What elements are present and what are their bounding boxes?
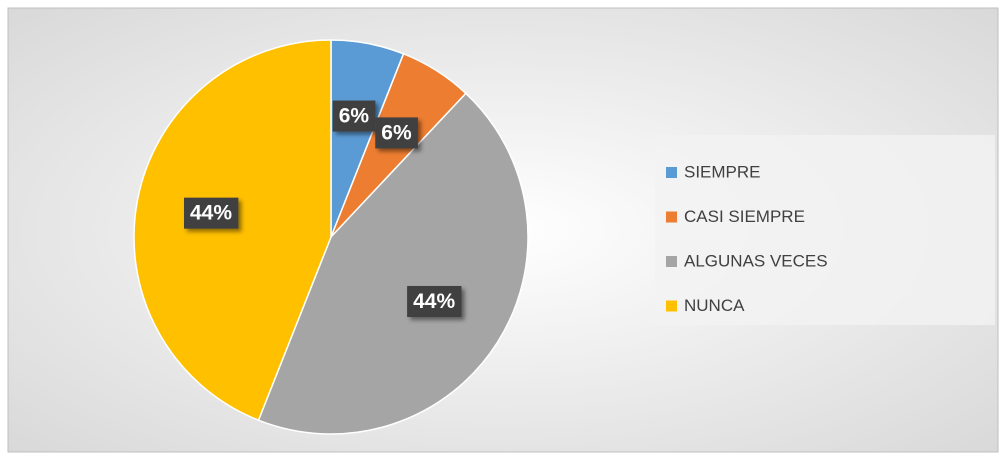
data-label-box xyxy=(407,285,462,317)
pie-slice xyxy=(133,39,332,422)
legend-swatch xyxy=(666,211,677,223)
data-label: 6% xyxy=(381,121,412,144)
legend-label: NUNCA xyxy=(684,296,745,315)
legend-label: CASI SIEMPRE xyxy=(684,207,805,226)
legend-swatch xyxy=(666,300,677,312)
legend-label: ALGUNAS VECES xyxy=(684,251,828,270)
pie-slice xyxy=(257,92,529,435)
data-label: 6% xyxy=(339,105,370,128)
legend-swatch xyxy=(666,256,677,267)
data-label-box xyxy=(375,117,418,149)
legend-swatch xyxy=(666,167,677,178)
data-label-box xyxy=(184,197,239,229)
legend-box xyxy=(655,135,995,325)
data-label: 44% xyxy=(190,202,232,225)
legend-label: SIEMPRE xyxy=(684,162,761,181)
data-label-box xyxy=(332,100,376,132)
data-label: 44% xyxy=(413,290,455,313)
